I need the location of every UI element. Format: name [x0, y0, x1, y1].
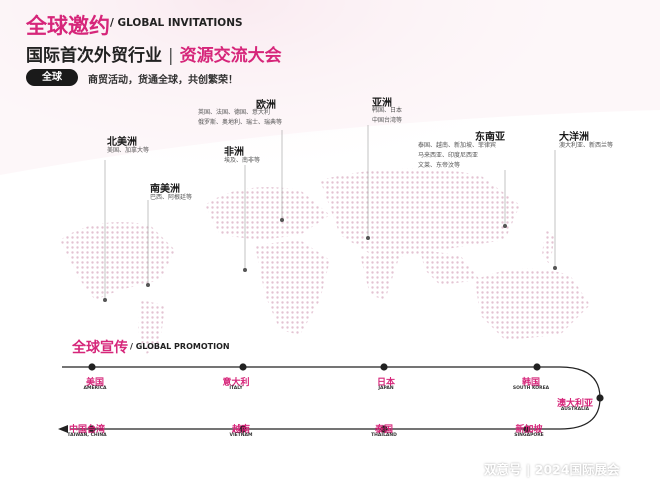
- region-europe-name: 欧洲: [256, 100, 276, 111]
- tagline: 商贸活动，货通全球，共创繁荣！: [88, 75, 238, 86]
- stop-america-cn: 美国: [85, 378, 105, 388]
- promotion-route: [58, 363, 604, 433]
- region-asia-name: 亚洲: [372, 98, 392, 109]
- global-pill-badge: 全球: [26, 69, 78, 86]
- region-oceania-name: 大洋洲: [559, 132, 589, 143]
- stop-taiwan-china-cn: 中国台湾: [68, 425, 106, 435]
- map-africa: [255, 240, 330, 335]
- subtitle-left: 国际首次外贸行业: [26, 46, 162, 66]
- map-europe: [205, 187, 330, 240]
- stop-australia-cn: 澳大利亚: [556, 399, 594, 409]
- stop-italy-cn: 意大利: [222, 378, 250, 388]
- promotion-title-en: / GLOBAL PROMOTION: [130, 342, 230, 351]
- stop-japan-en: JAPAN: [378, 386, 394, 391]
- title-en: / GLOBAL INVITATIONS: [110, 17, 243, 29]
- stop-singapore-en: SINGAPORE: [514, 433, 544, 438]
- stop-thailand-cn: 泰国: [374, 425, 394, 435]
- stop-taiwan-china-en: TAIWAN, CHINA: [67, 433, 107, 438]
- stop-australia-en: AUSTRALIA: [560, 407, 590, 412]
- region-africa-list: 埃及、南非等: [224, 157, 261, 164]
- region-africa-name: 非洲: [224, 147, 244, 158]
- region-north-america-list: 美国、加拿大等: [107, 147, 150, 154]
- region-oceania-list: 澳大利亚、新西兰等: [559, 142, 614, 149]
- map-north-america: [60, 222, 175, 300]
- subtitle-separator: |: [167, 46, 174, 66]
- region-europe-list: 英国、法国、德国、意大利 俄罗斯、奥地利、瑞士、瑞典等: [198, 109, 283, 126]
- region-southeast-asia-list: 泰国、越南、新加坡、菲律宾 马来西亚、印度尼西亚 文莱、东帝汶等: [418, 142, 497, 169]
- region-southeast-asia-name: 东南亚: [475, 132, 505, 143]
- stop-thailand-en: THAILAND: [371, 433, 397, 438]
- subtitle: 国际首次外贸行业 | 资源交流大会: [26, 41, 282, 66]
- map-australia: [475, 268, 590, 340]
- stop-italy-en: ITALY: [229, 386, 243, 391]
- stop-america-en: AMERICA: [83, 386, 107, 391]
- watermark: 双意号 | 2024国际展会: [484, 462, 620, 477]
- title-cn: 全球邀约: [26, 14, 110, 38]
- region-north-america-name: 北美洲: [107, 137, 137, 148]
- region-south-america-name: 南美洲: [150, 184, 180, 195]
- map-japan: [542, 230, 555, 265]
- stop-south-korea-en: SOUTH KOREA: [512, 386, 550, 391]
- promotion-title-cn: 全球宣传: [72, 340, 128, 356]
- stop-south-korea-cn: 韩国: [521, 378, 541, 388]
- map-india: [360, 255, 400, 300]
- map-south-america: [138, 300, 165, 355]
- region-south-america-list: 巴西、阿根廷等: [150, 194, 193, 201]
- region-asia-list: 韩国、日本 中国台湾等: [372, 107, 403, 124]
- map-asia: [320, 168, 520, 260]
- stop-japan-cn: 日本: [376, 378, 396, 388]
- stop-singapore-cn: 新加坡: [515, 425, 543, 435]
- stop-vietnam-cn: 越南: [231, 425, 251, 435]
- subtitle-right: 资源交流大会: [179, 46, 282, 66]
- stop-vietnam-en: VIETNAM: [229, 433, 253, 438]
- map-southeast-asia: [420, 250, 480, 285]
